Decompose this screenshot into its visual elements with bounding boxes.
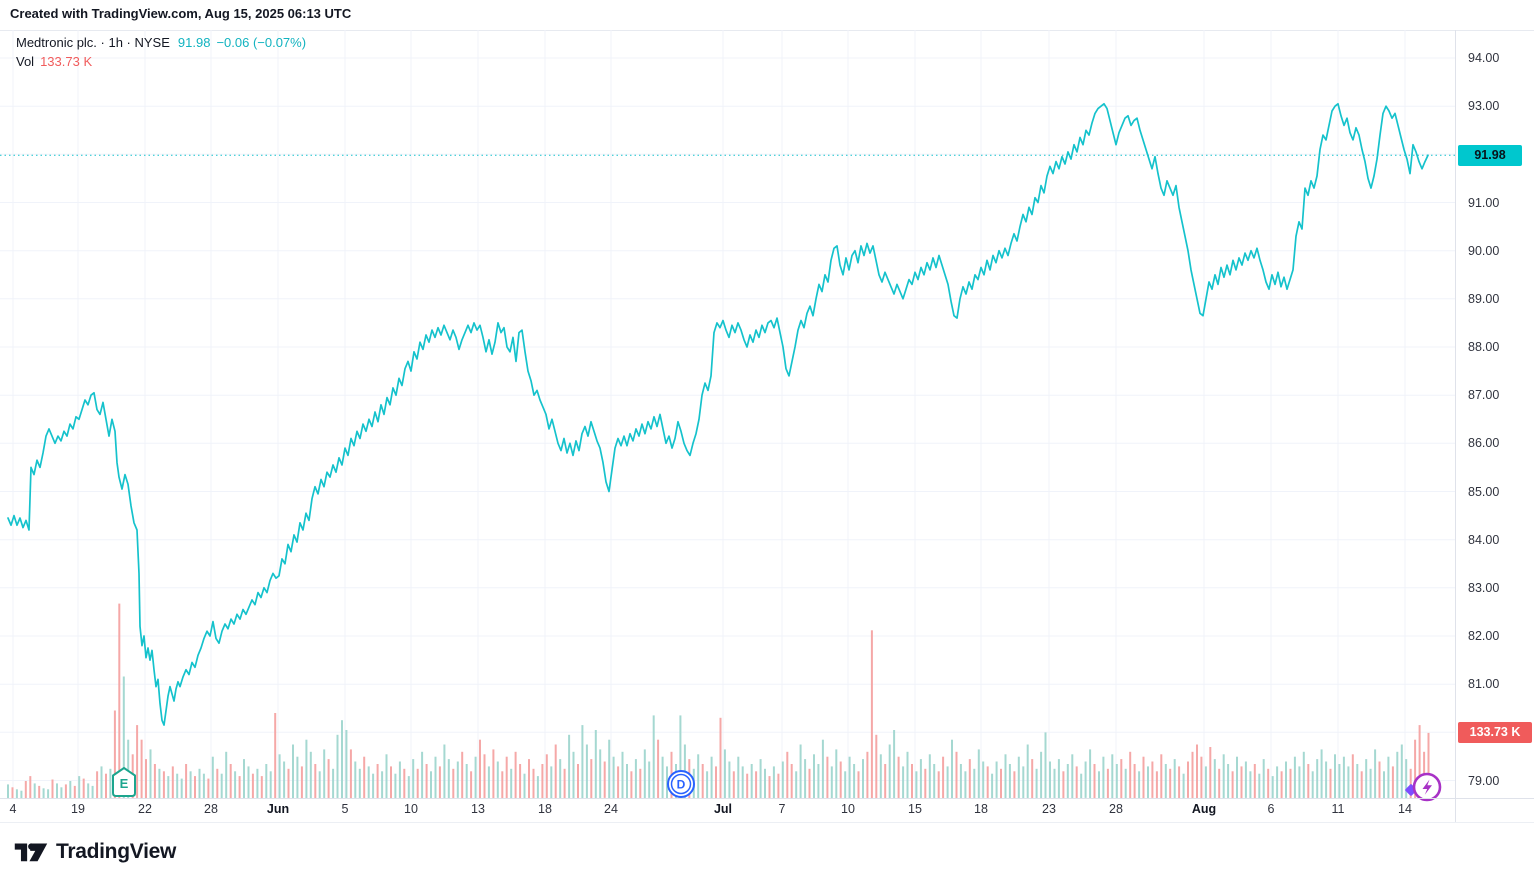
- price-scale[interactable]: 94.00 93.00 91.00 90.00 89.00 88.00 87.00 86.00…: [1456, 0, 1534, 798]
- footer-divider: [0, 822, 1534, 823]
- x-axis-label: Aug: [1191, 802, 1217, 816]
- chart-pane[interactable]: Medtronic plc. · 1h · NYSE 91.98 −0.06 (−0…: [0, 0, 1455, 802]
- time-scale[interactable]: 4 19 22 28 Jun 5 10 13 18 24 Jul 7 10 15 18 23 28 Aug 6 11 1…: [0, 800, 1455, 822]
- lightning-icon: [1405, 772, 1442, 802]
- earnings-marker[interactable]: E: [110, 766, 138, 803]
- gridlines: [0, 30, 1455, 798]
- tradingview-logo-text: TradingView: [56, 840, 177, 863]
- y-axis-label: 81.00: [1468, 677, 1500, 692]
- x-axis-label: 10: [404, 802, 418, 816]
- time-axis-divider: [0, 798, 1534, 799]
- x-axis-label: 22: [138, 802, 152, 816]
- y-axis-label: 93.00: [1468, 99, 1500, 114]
- earnings-house-icon: E: [112, 767, 136, 797]
- volume-value: 133.73 K: [40, 54, 93, 69]
- last-price-value: 91.98: [177, 35, 211, 50]
- x-axis-label: 6: [1267, 802, 1275, 816]
- x-axis-label: 18: [974, 802, 988, 816]
- y-axis-label: 85.00: [1468, 484, 1500, 499]
- created-with-note: Created with TradingView.com, Aug 15, 20…: [10, 6, 352, 21]
- x-axis-label: 28: [1109, 802, 1123, 816]
- x-axis-label: 10: [841, 802, 855, 816]
- x-axis-label: 24: [604, 802, 618, 816]
- price-line[interactable]: [7, 102, 1429, 726]
- dividend-circle-icon: D: [667, 770, 695, 798]
- x-axis-label: 4: [9, 802, 17, 816]
- legend-volume-row: Vol 133.73 K: [16, 52, 306, 71]
- x-axis-label: 5: [341, 802, 349, 816]
- flash-news-marker[interactable]: [1404, 770, 1446, 811]
- y-axis-label: 83.00: [1468, 580, 1500, 595]
- y-axis-label: 91.00: [1468, 195, 1500, 210]
- svg-text:D: D: [677, 778, 686, 792]
- y-axis-label: 79.00: [1468, 773, 1500, 788]
- symbol-legend[interactable]: Medtronic plc. · 1h · NYSE 91.98 −0.06 (−0…: [16, 33, 306, 71]
- legend-symbol-row: Medtronic plc. · 1h · NYSE 91.98 −0.06 (−0…: [16, 33, 306, 52]
- x-axis-label: 18: [538, 802, 552, 816]
- price-volume-plot: [0, 30, 1455, 798]
- last-price-badge: 91.98: [1458, 144, 1522, 166]
- x-axis-label: 11: [1331, 802, 1345, 816]
- x-axis-label: 7: [778, 802, 786, 816]
- y-axis-label: 94.00: [1468, 51, 1500, 65]
- dividend-marker[interactable]: D: [666, 769, 696, 804]
- symbol-title[interactable]: Medtronic plc. · 1h · NYSE: [16, 35, 170, 50]
- volume-series[interactable]: [7, 603, 1430, 798]
- x-axis-label: Jun: [266, 802, 290, 816]
- tradingview-logo[interactable]: TradingView: [14, 839, 176, 865]
- y-axis-label: 86.00: [1468, 436, 1500, 451]
- y-axis-label: 89.00: [1468, 291, 1500, 306]
- x-axis-label: 19: [71, 802, 85, 816]
- y-axis-label: 90.00: [1468, 243, 1500, 258]
- x-axis-label: 14: [1398, 802, 1412, 816]
- price-change-value: −0.06 (−0.07%): [216, 35, 307, 50]
- volume-value-badge: 133.73 K: [1458, 722, 1532, 743]
- tradingview-logo-icon: [14, 843, 48, 862]
- y-axis-label: 88.00: [1468, 340, 1500, 354]
- x-axis-label: Jul: [713, 802, 733, 816]
- x-axis-label: 15: [908, 802, 922, 816]
- price-axis-divider: [1455, 30, 1456, 822]
- x-axis-label: 28: [204, 802, 218, 816]
- svg-text:E: E: [120, 776, 129, 791]
- pane-top-divider: [0, 30, 1534, 31]
- y-axis-label: 84.00: [1468, 532, 1500, 547]
- y-axis-label: 87.00: [1468, 388, 1500, 403]
- volume-label[interactable]: Vol: [16, 54, 35, 69]
- x-axis-label: 23: [1042, 802, 1056, 816]
- x-axis-label: 13: [471, 802, 485, 816]
- y-axis-label: 82.00: [1468, 629, 1500, 643]
